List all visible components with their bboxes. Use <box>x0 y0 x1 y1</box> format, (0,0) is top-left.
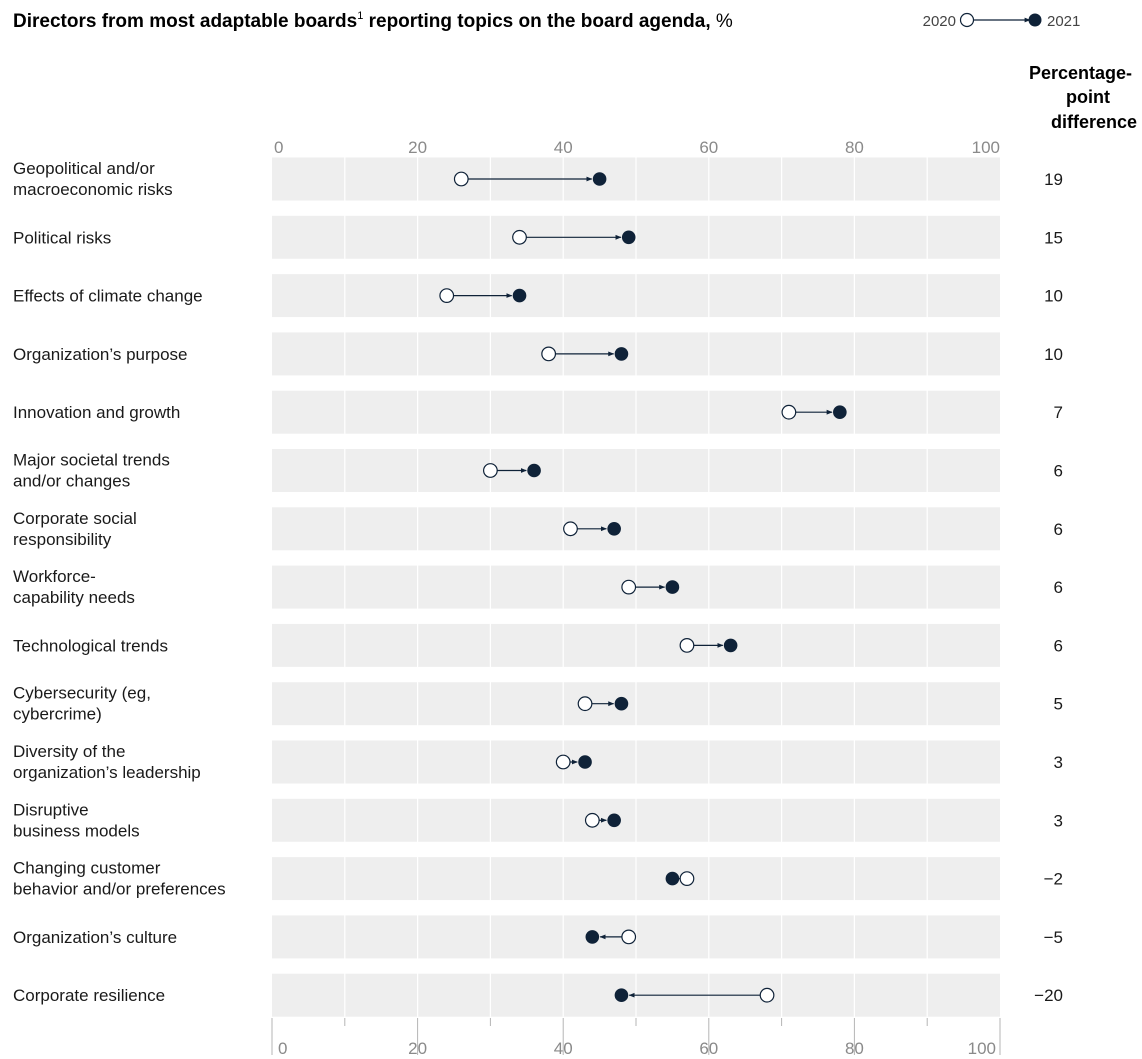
diff-value: 6 <box>1054 636 1063 655</box>
diff-value: 10 <box>1044 345 1063 364</box>
category-label: Corporate resilience <box>13 986 165 1005</box>
x-tick-label-bottom: 0 <box>278 1039 287 1058</box>
category-label: Effects of climate change <box>13 287 203 306</box>
point-2020 <box>679 638 695 653</box>
chart-title: Directors from most adaptable boards1 re… <box>13 10 733 32</box>
diff-value: −20 <box>1034 986 1063 1005</box>
category-label: Organization’s purpose <box>13 345 188 364</box>
point-2020 <box>759 987 775 1003</box>
category-label: Technological trends <box>13 636 168 655</box>
point-2020 <box>453 171 469 187</box>
point-2021 <box>607 813 621 828</box>
x-tick-label-bottom: 40 <box>554 1039 573 1058</box>
legend-marker-2021 <box>1028 13 1042 27</box>
diff-header: Percentage- point difference <box>1029 63 1137 132</box>
point-2020 <box>563 521 578 537</box>
x-tick-label-top: 80 <box>845 138 864 157</box>
x-tick-label-bottom: 20 <box>408 1039 427 1058</box>
category-label: Cybersecurity (eg, cybercrime) <box>13 684 151 724</box>
point-2020 <box>439 288 455 304</box>
x-tick-label-bottom: 60 <box>699 1039 718 1058</box>
diff-value: 6 <box>1054 462 1063 481</box>
category-label: Disruptive business models <box>13 800 140 840</box>
diff-value: −2 <box>1044 870 1063 889</box>
category-label: Geopolitical and/or macroeconomic risks <box>13 159 173 199</box>
point-2020 <box>621 929 637 945</box>
x-tick-label-top: 20 <box>408 138 427 157</box>
x-tick-label-bottom: 100 <box>968 1039 996 1058</box>
x-tick-label-top: 40 <box>554 138 573 157</box>
point-2020 <box>541 346 557 362</box>
top-axis: 0 20 40 60 80 100 <box>274 138 1000 157</box>
point-2020 <box>584 812 600 828</box>
diff-value: 19 <box>1044 170 1063 189</box>
point-2021 <box>592 172 607 186</box>
diff-value: 6 <box>1054 520 1063 539</box>
category-label: Organization’s culture <box>13 928 177 947</box>
x-tick-label-bottom: 80 <box>845 1039 864 1058</box>
point-2021 <box>585 930 600 944</box>
category-label: Major societal trends and/or changes <box>13 451 170 491</box>
x-tick-label-top: 100 <box>972 138 1000 157</box>
point-2021 <box>607 522 621 536</box>
point-2020 <box>621 579 637 595</box>
category-label: Corporate social responsibility <box>13 509 137 549</box>
diff-values: 19 15 10 10 7 6 6 6 6 5 3 3 −2 −5 −20 <box>1034 170 1063 1005</box>
diff-value: 6 <box>1054 578 1063 597</box>
category-label: Diversity of the organization’s leadershi… <box>13 742 201 782</box>
point-2021 <box>614 696 629 711</box>
point-2021 <box>621 230 636 245</box>
legend-label-2020: 2020 <box>923 13 956 30</box>
diff-value: 3 <box>1054 811 1063 830</box>
legend-marker-2020 <box>959 12 975 28</box>
diff-value: 5 <box>1054 695 1063 714</box>
diff-value: 3 <box>1054 753 1063 772</box>
category-label: Political risks <box>13 228 111 247</box>
category-label: Innovation and growth <box>13 403 180 422</box>
legend-label-2021: 2021 <box>1047 13 1080 30</box>
legend: 2020 2021 <box>923 12 1080 30</box>
point-2021 <box>833 405 847 420</box>
category-label: Workforce-capability needs <box>13 567 135 607</box>
point-2020 <box>483 463 498 478</box>
point-2020 <box>781 404 797 420</box>
diff-value: 15 <box>1044 228 1063 247</box>
point-2021 <box>614 347 629 361</box>
x-tick-label-top: 60 <box>699 138 718 157</box>
diff-value: −5 <box>1044 928 1063 947</box>
dumbbell-marks <box>439 171 847 1003</box>
point-2020 <box>577 696 593 712</box>
point-2020 <box>555 754 571 770</box>
point-2020 <box>512 229 527 245</box>
bottom-axis: 0 20 40 60 80 100 <box>271 1018 1001 1058</box>
point-2020 <box>679 871 695 886</box>
diff-value: 7 <box>1054 403 1063 422</box>
point-2021 <box>665 871 680 886</box>
diff-value: 10 <box>1044 287 1063 306</box>
x-tick-label-top: 0 <box>274 138 283 157</box>
point-2021 <box>512 288 527 303</box>
point-2021 <box>665 580 680 594</box>
category-labels: Geopolitical and/or macroeconomic risks Po… <box>13 159 226 1005</box>
point-2021 <box>527 463 541 478</box>
category-label: Changing customer behavior and/or prefere… <box>13 859 226 899</box>
point-2021 <box>578 755 592 769</box>
point-2021 <box>723 638 738 653</box>
point-2021 <box>614 988 629 1002</box>
